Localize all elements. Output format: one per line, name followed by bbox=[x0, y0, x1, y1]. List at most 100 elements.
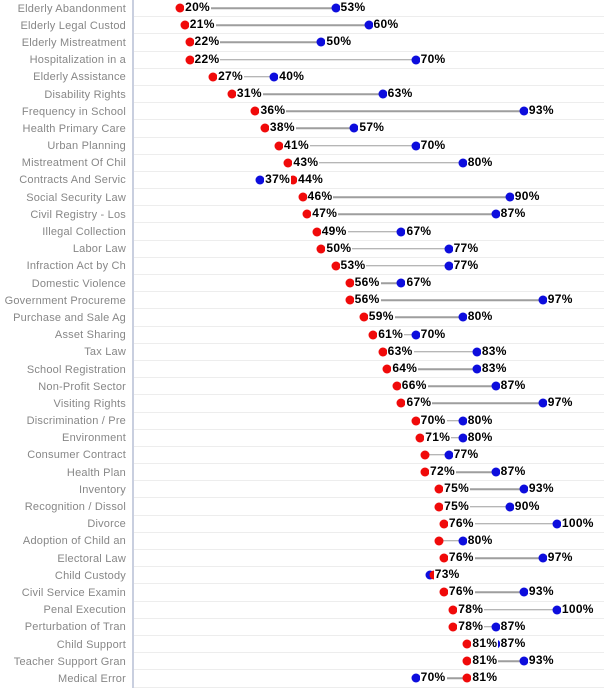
blue-data-point[interactable] bbox=[425, 570, 435, 580]
red-data-point[interactable] bbox=[368, 330, 378, 340]
connector-line bbox=[425, 454, 449, 456]
red-data-point[interactable] bbox=[462, 639, 472, 649]
plot-cell: 75% 90% bbox=[133, 498, 604, 516]
red-data-point[interactable] bbox=[434, 502, 444, 512]
blue-data-point[interactable] bbox=[552, 519, 562, 529]
blue-data-point[interactable] bbox=[538, 553, 548, 563]
blue-data-point[interactable] bbox=[444, 244, 454, 254]
category-label: Medical Error bbox=[57, 672, 126, 685]
blue-data-point[interactable] bbox=[364, 20, 373, 30]
blue-value-label: 93% bbox=[527, 584, 555, 599]
blue-data-point[interactable] bbox=[396, 227, 406, 237]
red-data-point[interactable] bbox=[331, 261, 341, 271]
blue-data-point[interactable] bbox=[411, 141, 421, 151]
blue-data-point[interactable] bbox=[411, 673, 421, 683]
blue-data-point[interactable] bbox=[472, 364, 482, 374]
red-data-point[interactable] bbox=[175, 3, 185, 13]
blue-data-point[interactable] bbox=[519, 106, 529, 116]
red-data-point[interactable] bbox=[396, 398, 406, 408]
blue-data-point[interactable] bbox=[519, 587, 529, 597]
category-cell: Illegal Collection bbox=[0, 223, 133, 240]
blue-data-point[interactable] bbox=[491, 622, 501, 632]
blue-value-label: 70% bbox=[419, 326, 447, 341]
red-data-point[interactable] bbox=[283, 158, 293, 168]
plot-cell: 36% 93% bbox=[133, 103, 604, 121]
red-data-point[interactable] bbox=[411, 416, 421, 426]
red-data-point[interactable] bbox=[462, 673, 472, 683]
red-data-point[interactable] bbox=[298, 192, 308, 202]
blue-data-point[interactable] bbox=[349, 123, 359, 133]
blue-data-point[interactable] bbox=[444, 261, 454, 271]
red-value-label: 71% bbox=[424, 430, 452, 445]
blue-data-point[interactable] bbox=[316, 37, 326, 47]
red-data-point[interactable] bbox=[185, 37, 195, 47]
red-value-label: 56% bbox=[353, 292, 381, 307]
blue-data-point[interactable] bbox=[458, 312, 468, 322]
category-cell: Civil Service Examin bbox=[0, 584, 133, 601]
red-data-point[interactable] bbox=[415, 433, 425, 443]
blue-data-point[interactable] bbox=[538, 398, 548, 408]
dumbbell-row: Urban Planning 41% 70% bbox=[0, 138, 604, 155]
blue-data-point[interactable] bbox=[491, 467, 501, 477]
category-label: Asset Sharing bbox=[54, 329, 126, 342]
blue-data-point[interactable] bbox=[491, 209, 501, 219]
blue-data-point[interactable] bbox=[538, 295, 548, 305]
blue-data-point[interactable] bbox=[491, 381, 501, 391]
blue-data-point[interactable] bbox=[331, 3, 341, 13]
blue-data-point[interactable] bbox=[411, 330, 421, 340]
red-data-point[interactable] bbox=[378, 347, 388, 357]
plot-cell: 31% 63% bbox=[133, 86, 604, 104]
category-label: Divorce bbox=[87, 518, 126, 531]
blue-data-point[interactable] bbox=[519, 656, 529, 666]
red-data-point[interactable] bbox=[250, 106, 260, 116]
blue-data-point[interactable] bbox=[472, 347, 482, 357]
red-data-point[interactable] bbox=[208, 72, 218, 82]
red-data-point[interactable] bbox=[420, 467, 430, 477]
red-data-point[interactable] bbox=[302, 209, 312, 219]
red-data-point[interactable] bbox=[392, 381, 402, 391]
red-data-point[interactable] bbox=[359, 312, 369, 322]
red-data-point[interactable] bbox=[448, 622, 458, 632]
red-data-point[interactable] bbox=[439, 553, 449, 563]
red-data-point[interactable] bbox=[439, 587, 449, 597]
blue-data-point[interactable] bbox=[378, 89, 388, 99]
category-cell: Tax Law bbox=[0, 344, 133, 361]
plot-cell: 50% 77% bbox=[133, 241, 604, 258]
red-data-point[interactable] bbox=[312, 227, 322, 237]
blue-data-point[interactable] bbox=[396, 278, 406, 288]
blue-data-point[interactable] bbox=[519, 484, 529, 494]
blue-data-point[interactable] bbox=[458, 536, 468, 546]
red-data-point[interactable] bbox=[316, 244, 326, 254]
blue-data-point[interactable] bbox=[505, 192, 515, 202]
blue-data-point[interactable] bbox=[505, 502, 515, 512]
blue-data-point[interactable] bbox=[552, 605, 562, 615]
blue-data-point[interactable] bbox=[269, 72, 279, 82]
category-label: Urban Planning bbox=[47, 140, 126, 153]
blue-data-point[interactable] bbox=[411, 55, 421, 65]
red-data-point[interactable] bbox=[420, 450, 430, 460]
blue-data-point[interactable] bbox=[255, 175, 265, 185]
category-cell: Recognition / Dissol bbox=[0, 498, 133, 515]
red-data-point[interactable] bbox=[382, 364, 392, 374]
red-data-point[interactable] bbox=[345, 278, 355, 288]
red-data-point[interactable] bbox=[345, 295, 355, 305]
red-data-point[interactable] bbox=[180, 20, 190, 30]
red-data-point[interactable] bbox=[260, 123, 270, 133]
red-data-point[interactable] bbox=[288, 175, 298, 185]
connector-line bbox=[335, 265, 449, 267]
category-label: Environment bbox=[62, 432, 126, 445]
blue-data-point[interactable] bbox=[458, 433, 468, 443]
red-data-point[interactable] bbox=[274, 141, 284, 151]
red-data-point[interactable] bbox=[227, 89, 237, 99]
blue-data-point[interactable] bbox=[458, 416, 468, 426]
blue-data-point[interactable] bbox=[444, 450, 454, 460]
red-data-point[interactable] bbox=[185, 55, 195, 65]
blue-value-label: 87% bbox=[499, 378, 527, 393]
red-data-point[interactable] bbox=[439, 519, 449, 529]
red-data-point[interactable] bbox=[462, 656, 472, 666]
red-data-point[interactable] bbox=[448, 605, 458, 615]
red-data-point[interactable] bbox=[434, 484, 444, 494]
red-data-point[interactable] bbox=[434, 536, 444, 546]
category-label: Purchase and Sale Ag bbox=[13, 311, 126, 324]
blue-data-point[interactable] bbox=[458, 158, 468, 168]
